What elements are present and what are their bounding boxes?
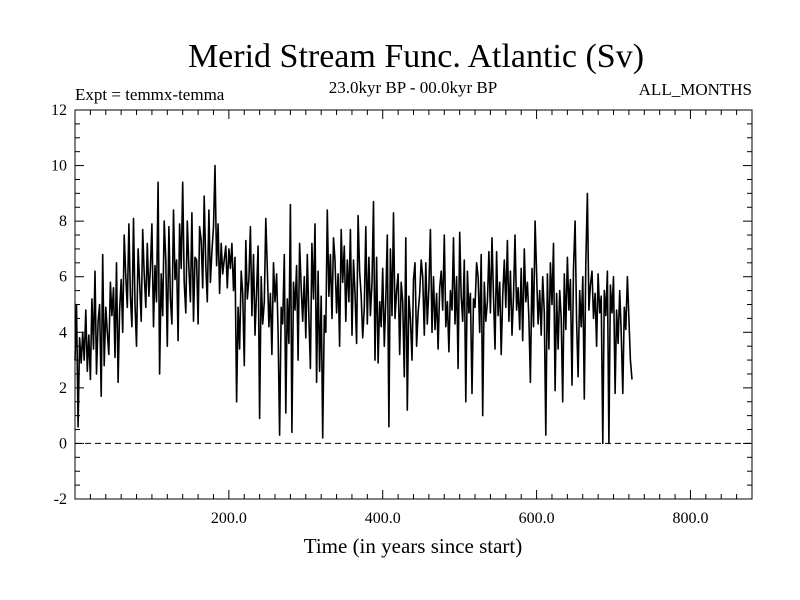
x-tick-label: 400.0: [365, 510, 401, 527]
x-tick-label: 600.0: [519, 510, 555, 527]
y-tick-label: 4: [59, 324, 67, 341]
chart-subtitle: 23.0kyr BP - 00.0kyr BP: [329, 78, 497, 97]
x-axis-label: Time (in years since start): [304, 534, 523, 558]
y-tick-label: 0: [59, 435, 67, 452]
chart-title: Merid Stream Func. Atlantic (Sv): [188, 38, 644, 75]
y-tick-label: 8: [59, 213, 67, 230]
months-label: ALL_MONTHS: [639, 80, 752, 99]
tick-labels: 200.0 400.0 600.0 800.0 -2 0 2 4 6 8 10 12: [51, 102, 708, 527]
y-tick-label: 10: [51, 158, 67, 175]
series-line: [74, 164, 633, 445]
y-tick-label: 12: [51, 102, 67, 119]
tick-marks: [75, 110, 752, 499]
y-tick-label: 2: [59, 380, 67, 397]
x-tick-label: 800.0: [672, 510, 708, 527]
x-tick-label: 200.0: [211, 510, 247, 527]
experiment-label: Expt = temmx-temma: [75, 85, 225, 104]
y-tick-label: 6: [59, 269, 67, 286]
y-tick-label: -2: [54, 491, 67, 508]
